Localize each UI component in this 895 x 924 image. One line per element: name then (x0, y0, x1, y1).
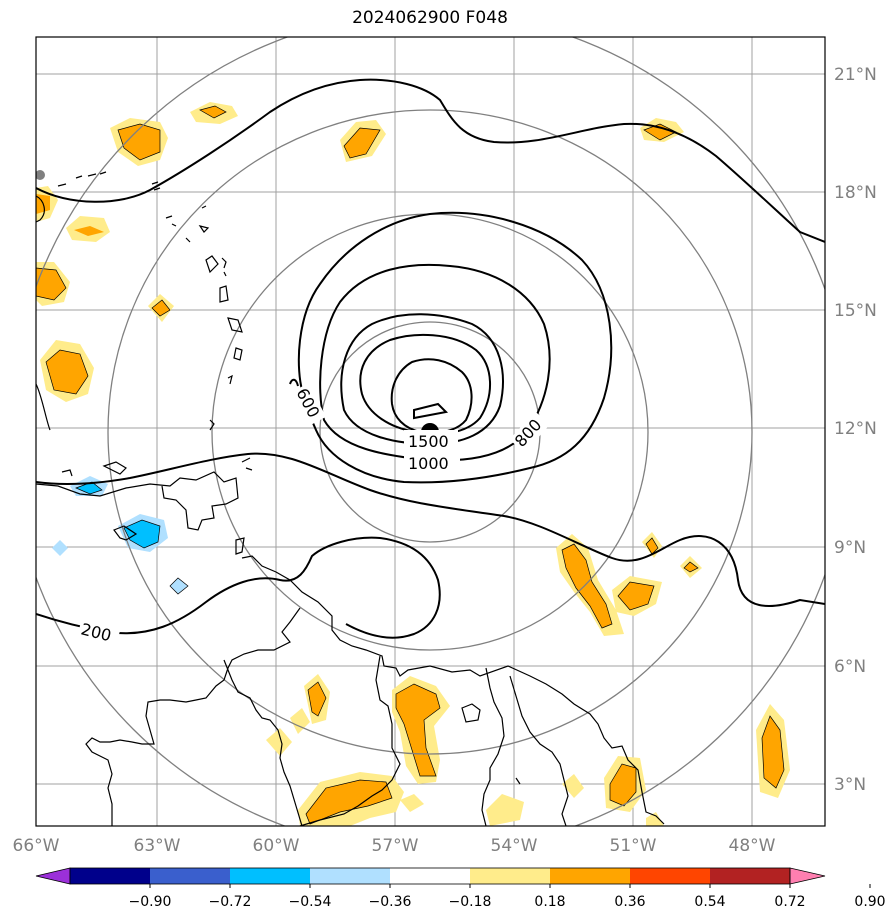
lat-tick-label: 21°N (834, 65, 877, 85)
colorbar-segment (390, 868, 471, 884)
contour-label-1000: 1000 (408, 454, 449, 473)
colorbar-segment (470, 868, 551, 884)
lat-tick-label: 3°N (834, 775, 866, 795)
colorbar-tick-label: −0.90 (129, 894, 172, 910)
contour-label-group: 1500 1000 800 600 200 (76, 383, 550, 649)
contour-label-1500: 1500 (408, 432, 449, 451)
colorbar-tick-label: −0.72 (209, 894, 252, 910)
colorbar-tick-label: 0.54 (694, 894, 725, 910)
colorbar-tick-label: 0.90 (854, 894, 885, 910)
colorbar-segment (70, 868, 151, 884)
colorbar-tick-label: 0.36 (614, 894, 645, 910)
colorbar-tick-label: 0.18 (534, 894, 565, 910)
lat-tick-label: 9°N (834, 538, 866, 558)
colorbar-ticks: −0.90 −0.72 −0.54 −0.36 −0.18 0.18 0.36 0.54 0.7… (129, 884, 886, 910)
map-title: 2024062900 F048 (352, 8, 508, 28)
colorbar-tick-label: −0.54 (289, 894, 332, 910)
lon-tick-label: 48°W (729, 836, 776, 856)
lon-tick-label: 66°W (13, 836, 60, 856)
lon-tick-label: 63°W (134, 836, 181, 856)
colorbar-tick-label: 0.72 (774, 894, 805, 910)
colorbar-segment (150, 868, 231, 884)
colorbar-tick-label: −0.36 (369, 894, 412, 910)
colorbar-tick-label: −0.18 (449, 894, 492, 910)
shaded-negative (52, 476, 189, 595)
colorbar-border (69, 867, 791, 885)
colorbar (35, 867, 826, 885)
station-marker (36, 170, 45, 180)
coastlines (36, 171, 665, 826)
lon-tick-label: 54°W (491, 836, 538, 856)
lat-tick-label: 15°N (834, 301, 877, 321)
lat-tick-label: 12°N (834, 419, 877, 439)
colorbar-extend-low (35, 867, 71, 885)
colorbar-segment (230, 868, 311, 884)
lat-tick-label: 6°N (834, 657, 866, 677)
shaded-positive (36, 102, 790, 826)
lon-tick-label: 51°W (610, 836, 657, 856)
map-border (35, 36, 826, 827)
colorbar-segment (310, 868, 391, 884)
colorbar-segment (550, 868, 631, 884)
colorbar-segment (710, 868, 791, 884)
colorbar-extend-high (789, 867, 826, 885)
lat-tick-label: 18°N (834, 183, 877, 203)
lon-tick-label: 60°W (253, 836, 300, 856)
colorbar-segment (630, 868, 711, 884)
lon-tick-label: 57°W (372, 836, 419, 856)
